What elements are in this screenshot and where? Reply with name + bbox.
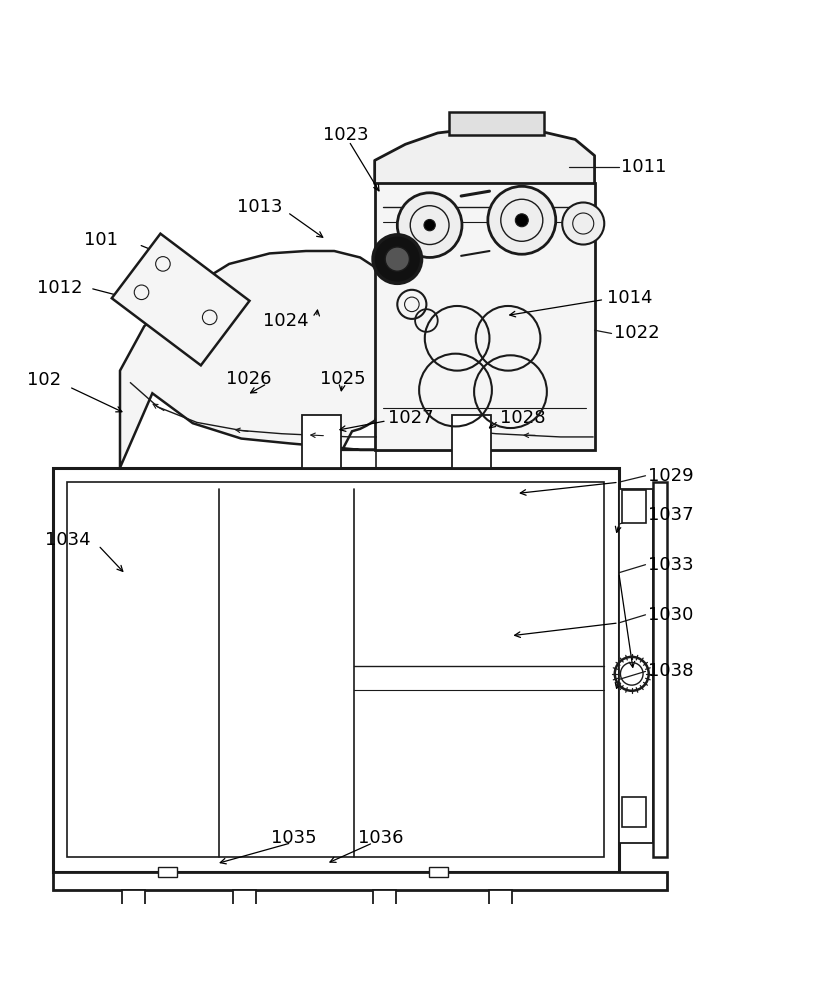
Bar [373,890,396,918]
Bar [653,482,667,857]
Bar [158,867,177,877]
Circle shape [373,235,422,283]
Circle shape [424,219,435,231]
Bar [449,112,545,135]
Text: 1022: 1022 [614,324,659,342]
Bar [489,890,512,918]
Bar [302,415,341,468]
Text: 1035: 1035 [271,829,317,847]
Bar [53,468,619,872]
Bar [622,797,646,827]
Circle shape [385,247,409,271]
Text: 1026: 1026 [225,370,271,388]
Text: 1024: 1024 [263,312,309,330]
Circle shape [488,186,556,254]
Text: 1014: 1014 [607,289,653,307]
Polygon shape [120,251,593,468]
Text: 1028: 1028 [500,409,545,427]
Bar [233,890,256,918]
Polygon shape [112,234,250,365]
Text: 1012: 1012 [37,279,82,297]
Text: 1034: 1034 [45,531,90,549]
Bar [68,482,604,857]
Bar [622,490,646,523]
Bar [619,489,653,843]
Bar [374,183,594,450]
Circle shape [562,202,604,245]
Circle shape [515,214,528,227]
Text: 1037: 1037 [648,506,694,524]
Text: 1025: 1025 [320,370,365,388]
Bar [453,415,491,468]
Text: 1033: 1033 [648,556,694,574]
Text: 102: 102 [27,371,61,389]
Text: 1023: 1023 [323,126,369,144]
Bar [124,917,143,929]
Text: 1011: 1011 [621,158,667,176]
Circle shape [397,193,462,257]
Bar [374,917,394,929]
Text: 1029: 1029 [648,467,694,485]
Polygon shape [374,128,594,183]
Text: 1038: 1038 [648,662,694,680]
Bar [491,917,510,929]
Bar [234,917,254,929]
Text: 1027: 1027 [388,409,434,427]
Text: 1013: 1013 [237,198,282,216]
Text: 1036: 1036 [358,829,404,847]
Bar [122,890,145,918]
Bar [53,872,667,890]
Text: 101: 101 [84,231,117,249]
Bar [429,867,449,877]
Text: 1030: 1030 [648,606,694,624]
